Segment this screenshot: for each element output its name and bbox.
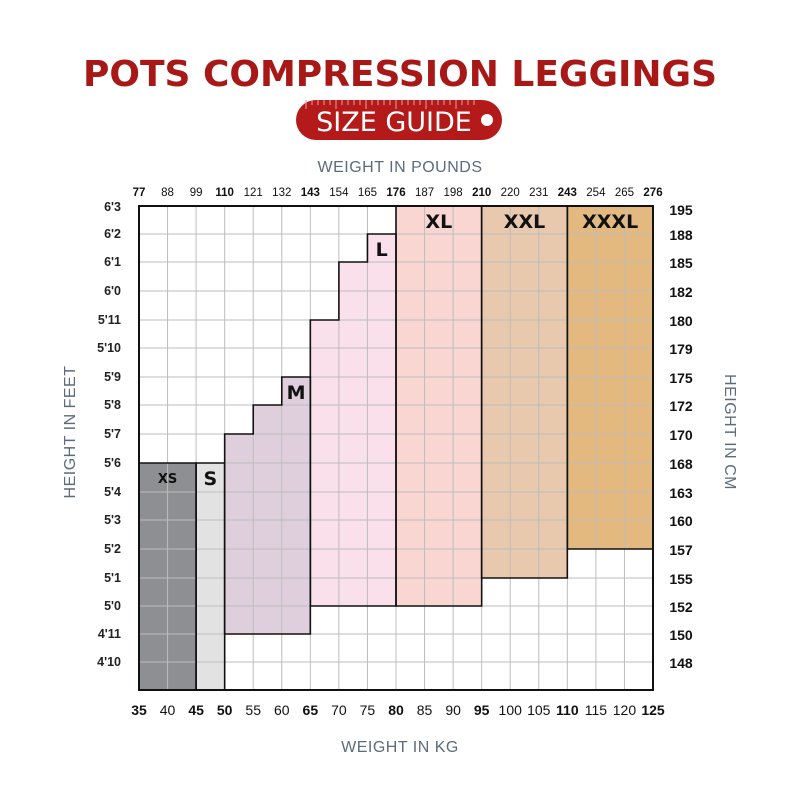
feet-tick-label: 5'7 — [104, 427, 121, 441]
plot-frame — [138, 205, 654, 691]
size-block-s — [196, 463, 225, 690]
kg-tick-label: 35 — [131, 702, 147, 718]
cm-tick-label: 172 — [669, 398, 693, 414]
lb-tick-label: 121 — [244, 187, 263, 199]
feet-tick-label: 5'8 — [104, 398, 121, 412]
cm-tick-label: 188 — [669, 227, 693, 243]
feet-tick-label: 5'1 — [104, 571, 121, 585]
size-block-m — [224, 434, 254, 634]
kg-tick-label: 40 — [160, 702, 176, 718]
kg-tick-label: 125 — [641, 702, 665, 718]
cm-tick-label: 195 — [669, 202, 693, 218]
kg-tick-label: 95 — [474, 702, 490, 718]
lb-tick-label: 276 — [643, 187, 662, 199]
y-axis-title-left: HEIGHT IN FEET — [62, 366, 79, 499]
kg-tick-label: 90 — [445, 702, 461, 718]
badge-label: SIZE GUIDE — [316, 107, 472, 138]
feet-tick-label: 5'9 — [104, 370, 121, 384]
feet-tick-label: 5'3 — [104, 513, 121, 527]
size-label-xxl: XXL — [504, 211, 545, 233]
kg-tick-label: 85 — [417, 702, 433, 718]
feet-tick-label: 6'0 — [104, 284, 121, 298]
feet-tick-label: 5'4 — [104, 485, 121, 499]
lb-tick-label: 231 — [529, 187, 548, 199]
cm-tick-label: 180 — [669, 313, 693, 329]
lb-tick-label: 187 — [415, 187, 434, 199]
cm-tick-label: 179 — [669, 341, 693, 357]
kg-tick-label: 75 — [360, 702, 376, 718]
x-axis-title-top: WEIGHT IN POUNDS — [317, 159, 482, 176]
size-block-xl — [396, 206, 482, 606]
size-label-xs: XS — [158, 472, 177, 487]
kg-tick-label: 65 — [303, 702, 319, 718]
kg-tick-label: 70 — [331, 702, 347, 718]
lb-tick-label: 254 — [586, 187, 606, 199]
lb-tick-label: 210 — [472, 187, 491, 199]
feet-tick-label: 5'11 — [98, 313, 121, 327]
lb-tick-label: 165 — [358, 187, 377, 199]
size-label-xl: XL — [425, 211, 452, 233]
lb-tick-label: 77 — [133, 187, 146, 199]
lb-tick-label: 99 — [190, 187, 203, 199]
cm-tick-label: 170 — [669, 427, 693, 443]
cm-tick-label: 155 — [669, 571, 693, 587]
cm-tick-label: 160 — [669, 513, 693, 529]
cm-tick-label: 150 — [669, 627, 693, 643]
kg-tick-label: 110 — [556, 702, 579, 718]
tick-labels: 35 40 45 50 55 60 65 70 75 80 85 90 95 100 105 110 115 12… — [97, 187, 693, 718]
feet-tick-label: 5'10 — [97, 341, 121, 355]
feet-tick-label: 5'0 — [104, 599, 121, 613]
feet-tick-label: 5'2 — [104, 542, 121, 556]
size-label-xxxl: XXXL — [582, 211, 638, 233]
size-guide-badge: SIZE GUIDE — [296, 100, 502, 140]
size-labels: XS S M L XL XXL XXXL — [158, 211, 638, 490]
kg-tick-label: 50 — [217, 702, 233, 718]
size-label-m: M — [287, 382, 306, 404]
lb-tick-label: 265 — [615, 187, 634, 199]
lb-tick-label: 154 — [329, 187, 349, 199]
x-axis-title-bottom: WEIGHT IN KG — [341, 739, 459, 756]
kg-tick-label: 55 — [245, 702, 261, 718]
lb-tick-label: 143 — [301, 187, 320, 199]
cm-tick-label: 182 — [669, 284, 693, 300]
cm-tick-label: 148 — [669, 655, 693, 671]
feet-tick-label: 6'3 — [104, 200, 121, 214]
kg-tick-label: 80 — [388, 702, 404, 718]
feet-tick-label: 4'11 — [98, 627, 121, 641]
kg-tick-label: 105 — [527, 702, 551, 718]
feet-tick-label: 6'2 — [104, 227, 121, 241]
kg-tick-label: 45 — [188, 702, 204, 718]
kg-tick-label: 120 — [613, 702, 637, 718]
lb-tick-label: 176 — [386, 187, 405, 199]
kg-tick-label: 60 — [274, 702, 290, 718]
lb-tick-label: 110 — [215, 187, 234, 199]
lb-tick-label: 220 — [501, 187, 520, 199]
badge-hole-icon — [481, 114, 493, 126]
lb-tick-label: 198 — [444, 187, 463, 199]
cm-tick-label: 185 — [669, 255, 693, 271]
y-axis-title-right: HEIGHT IN CM — [721, 374, 738, 490]
badge-background — [296, 100, 502, 140]
size-block-m — [281, 377, 311, 634]
cm-tick-label: 157 — [669, 542, 693, 558]
cm-tick-label: 168 — [669, 456, 693, 472]
size-label-l: L — [376, 239, 388, 261]
lb-tick-label: 88 — [161, 187, 174, 199]
size-block-l — [367, 234, 396, 606]
ruler-ticks-decoration — [305, 100, 475, 109]
cm-tick-label: 175 — [669, 370, 693, 386]
lb-tick-label: 243 — [558, 187, 577, 199]
kg-tick-label: 100 — [499, 702, 523, 718]
feet-tick-label: 5'6 — [104, 456, 121, 470]
cm-tick-label: 152 — [669, 599, 693, 615]
kg-tick-label: 115 — [585, 702, 608, 718]
feet-tick-label: 4'10 — [97, 655, 121, 669]
cm-tick-label: 163 — [669, 485, 693, 501]
feet-tick-label: 6'1 — [104, 255, 121, 269]
lb-tick-label: 132 — [272, 187, 291, 199]
size-block-xxl — [481, 206, 568, 578]
size-label-s: S — [204, 468, 218, 490]
page-title: POTS COMPRESSION LEGGINGS — [83, 54, 717, 95]
